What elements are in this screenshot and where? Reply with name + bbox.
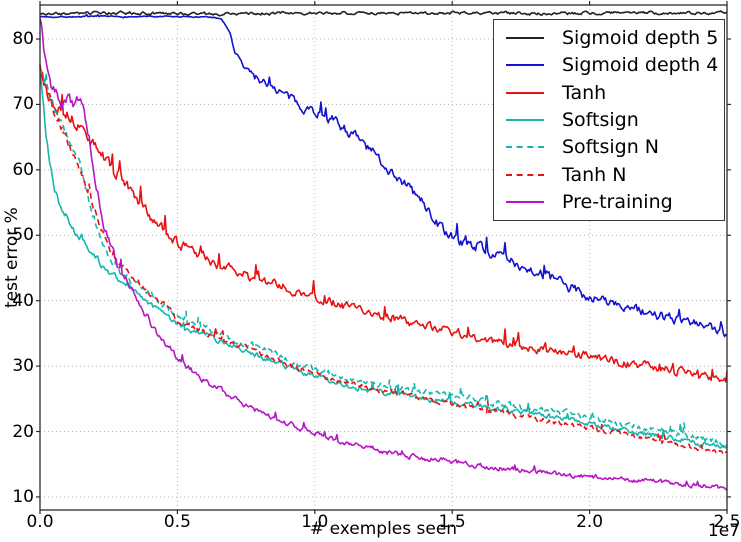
legend-line-sample — [506, 36, 544, 39]
legend-item: Tanh — [506, 79, 724, 106]
series-line-sigmoid-depth-4 — [39, 13, 728, 338]
y-tick-label: 40 — [12, 290, 34, 311]
legend-item: Tanh N — [506, 161, 724, 188]
x-tick-label: 2.5 — [713, 512, 741, 532]
y-tick-label: 30 — [12, 356, 34, 377]
x-tick-label: 1.5 — [438, 512, 466, 532]
legend-item-label: Sigmoid depth 4 — [562, 54, 719, 77]
legend-line-sample — [506, 64, 544, 67]
legend-line-sample — [506, 146, 544, 149]
x-tick-label: 1.0 — [301, 512, 329, 532]
y-tick-label: 50 — [12, 225, 34, 246]
legend-line-sample — [506, 118, 544, 121]
axis-border — [39, 4, 728, 511]
x-tick-label: 2.0 — [576, 512, 604, 532]
y-tick-label: 70 — [12, 94, 34, 115]
series-line-tanh-n — [39, 64, 728, 456]
legend-item: Sigmoid depth 4 — [506, 52, 724, 79]
legend-item: Pre-training — [506, 189, 724, 216]
legend-item: Softsign N — [506, 134, 724, 161]
series-line-sigmoid-depth-5 — [39, 10, 728, 17]
series-line-tanh — [39, 64, 728, 383]
legend: Sigmoid depth 5 Sigmoid depth 4 Tanh Sof… — [493, 19, 725, 221]
x-axis-label: # exemples seen — [309, 519, 458, 539]
legend-line-sample — [506, 201, 544, 204]
y-tick-label: 10 — [12, 486, 34, 507]
legend-item-label: Softsign — [562, 108, 639, 131]
y-tick-label: 20 — [12, 421, 34, 442]
y-tick-label: 80 — [12, 29, 34, 49]
legend-item-label: Pre-training — [562, 191, 673, 214]
legend-item-label: Tanh N — [562, 163, 627, 186]
series-line-softsign-n — [39, 67, 728, 448]
x-axis-offset-label: 1e7 — [707, 521, 740, 541]
legend-line-sample — [506, 173, 544, 176]
x-tick-label: 0.5 — [163, 512, 191, 532]
legend-item-label: Softsign N — [562, 136, 660, 159]
legend-item: Softsign — [506, 106, 724, 133]
legend-line-sample — [506, 91, 544, 94]
legend-item-label: Tanh — [562, 81, 607, 104]
series-line-softsign — [39, 65, 728, 449]
x-tick-label: 0.0 — [26, 512, 54, 532]
legend-item-label: Sigmoid depth 5 — [562, 26, 719, 49]
y-tick-label: 60 — [12, 159, 34, 180]
legend-item: Sigmoid depth 5 — [506, 24, 724, 51]
series-line-pre-training — [39, 18, 728, 492]
